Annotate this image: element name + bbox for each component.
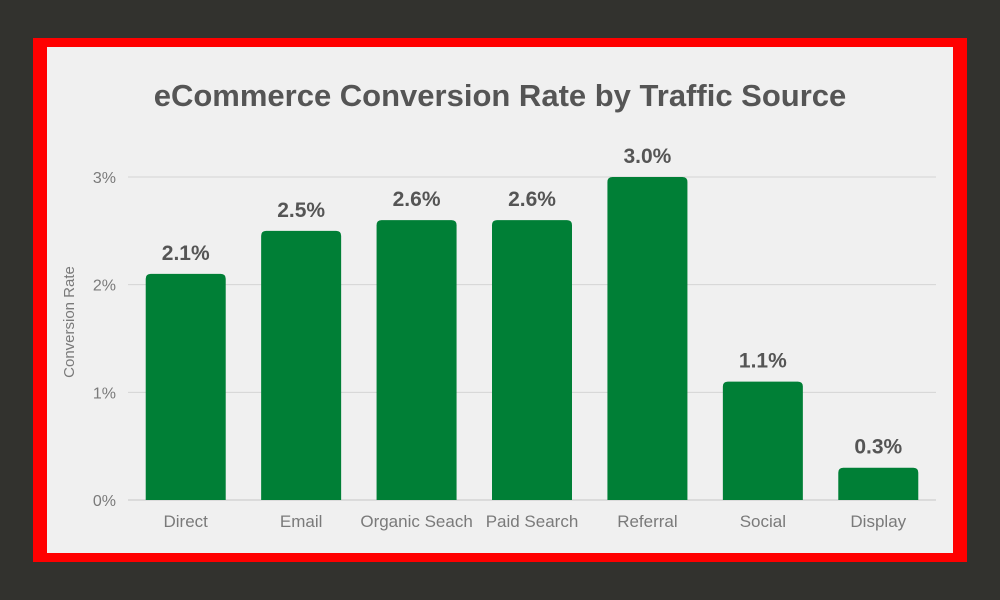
data-label: 0.3% — [854, 436, 902, 459]
data-label: 2.6% — [393, 188, 441, 211]
y-tick-label: 1% — [93, 385, 116, 402]
data-label: 3.0% — [623, 145, 671, 168]
x-tick-label: Organic Seach — [360, 512, 472, 531]
bar — [376, 220, 457, 501]
y-tick-label: 3% — [93, 170, 116, 187]
y-tick-label: 2% — [93, 278, 116, 295]
data-label: 1.1% — [739, 350, 787, 373]
x-axis-ticks: Direct Email Organic Seach Paid Search Refer… — [164, 512, 907, 531]
bar — [492, 220, 572, 501]
y-tick-label: 0% — [93, 493, 116, 510]
x-tick-label: Email — [280, 512, 323, 531]
x-tick-label: Referral — [617, 512, 677, 531]
x-tick-label: Direct — [164, 512, 209, 531]
bar — [607, 177, 688, 500]
bars — [145, 177, 919, 501]
x-tick-label: Display — [850, 512, 906, 531]
data-label: 2.5% — [277, 199, 325, 222]
y-axis-label: Conversion Rate — [61, 266, 78, 378]
bar — [261, 230, 342, 501]
bar — [145, 273, 226, 500]
x-tick-label: Social — [740, 512, 786, 531]
bar — [722, 381, 803, 500]
bar — [838, 467, 919, 500]
chart-title: eCommerce Conversion Rate by Traffic Sou… — [153, 78, 847, 113]
data-labels: 2.1% 2.5% 2.6% 2.6% 3.0% 1.1% 0.3% — [162, 145, 903, 459]
data-label: 2.1% — [162, 242, 210, 265]
data-label: 2.6% — [508, 188, 556, 211]
x-tick-label: Paid Search — [486, 512, 579, 531]
y-axis-ticks: 0% 1% 2% 3% — [93, 170, 116, 510]
